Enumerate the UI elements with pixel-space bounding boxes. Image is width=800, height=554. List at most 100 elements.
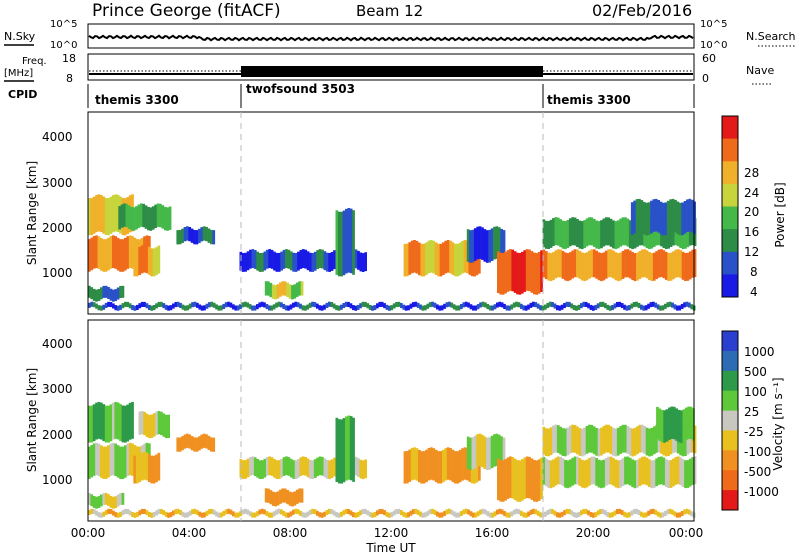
velocity-cell	[407, 512, 410, 518]
velocity-cell	[592, 426, 596, 455]
power-cell	[662, 202, 665, 236]
power-cell	[448, 301, 451, 307]
power-cbar-tick: 16	[744, 225, 759, 239]
power-cell	[541, 305, 545, 311]
velocity-cell	[325, 510, 329, 516]
power-cell	[142, 203, 145, 228]
velocity-ytick: 4000	[42, 337, 73, 351]
power-cell	[440, 305, 444, 311]
power-cell	[568, 252, 572, 281]
velocity-cell	[693, 425, 697, 454]
velocity-cell	[287, 512, 290, 518]
velocity-cell	[618, 508, 622, 514]
velocity-cell	[164, 511, 168, 517]
power-cell	[112, 303, 115, 309]
velocity-cell	[352, 417, 355, 482]
velocity-cell	[277, 460, 281, 479]
power-cell	[652, 252, 656, 281]
velocity-cell	[400, 510, 403, 516]
velocity-cell	[469, 437, 472, 470]
power-cell	[506, 250, 510, 292]
power-cell	[564, 252, 567, 281]
power-cell	[580, 221, 584, 250]
velocity-cell	[263, 509, 266, 515]
power-ylabel: Slant Range [km]	[25, 161, 39, 265]
colorbar-swatch	[722, 390, 738, 412]
power-cell	[673, 304, 677, 310]
power-cell	[491, 305, 494, 311]
cpid-label: CPID	[8, 88, 37, 101]
power-cell	[532, 301, 535, 307]
time-tick: 08:00	[273, 526, 308, 540]
power-cell	[244, 301, 247, 307]
time-tick: 00:00	[71, 526, 106, 540]
velocity-cell	[518, 460, 522, 502]
power-cell	[556, 249, 560, 278]
velocity-cell	[433, 509, 437, 515]
power-cell	[179, 302, 182, 308]
velocity-cell	[431, 508, 434, 514]
velocity-cell	[554, 457, 558, 486]
power-cell	[570, 303, 574, 309]
power-cell	[292, 252, 295, 272]
colorbar-swatch	[722, 274, 738, 298]
power-cell	[102, 196, 106, 234]
power-cell	[530, 251, 534, 293]
velocity-cell	[200, 434, 204, 449]
velocity-cell	[390, 512, 394, 518]
velocity-cell	[486, 511, 490, 517]
velocity-cell	[583, 427, 586, 456]
power-cell	[525, 249, 529, 291]
power-cell	[102, 239, 106, 272]
velocity-cell	[628, 457, 632, 486]
velocity-cell	[160, 411, 163, 436]
power-cell	[136, 304, 139, 310]
power-cell	[690, 304, 694, 310]
power-cell	[556, 305, 559, 311]
velocity-cell	[97, 443, 101, 477]
velocity-cell	[330, 459, 334, 478]
power-cell	[412, 302, 415, 308]
power-cell	[112, 289, 115, 302]
power-cell	[404, 305, 408, 311]
power-cell	[330, 252, 334, 271]
power-cell	[294, 301, 298, 307]
power-cell	[425, 242, 428, 275]
power-cell	[295, 282, 299, 297]
power-cell	[596, 303, 600, 309]
power-cell	[558, 305, 562, 311]
velocity-cell	[594, 512, 598, 518]
nsky-tick-top: 10^5	[50, 19, 77, 30]
velocity-cell	[136, 511, 139, 517]
time-tick: 12:00	[374, 526, 409, 540]
velocity-cell	[272, 511, 276, 517]
velocity-cell	[183, 434, 187, 449]
power-cell	[364, 301, 367, 307]
power-cell	[373, 305, 377, 311]
power-cell	[664, 202, 668, 235]
velocity-cell	[513, 458, 517, 501]
velocity-cell	[672, 406, 676, 440]
power-cell	[253, 250, 257, 269]
velocity-cell	[549, 427, 553, 456]
power-cell	[263, 251, 267, 271]
power-cell	[270, 249, 274, 269]
velocity-cell	[333, 457, 336, 477]
power-ytick: 4000	[42, 130, 73, 144]
power-cell	[577, 304, 581, 310]
velocity-cell	[488, 512, 492, 518]
power-cell	[160, 301, 163, 307]
velocity-cell	[155, 454, 158, 483]
velocity-cell	[162, 510, 166, 516]
velocity-cell	[568, 425, 572, 454]
power-cell	[589, 304, 593, 310]
velocity-cell	[673, 511, 677, 517]
power-cell	[662, 250, 666, 279]
power-cell	[669, 252, 673, 281]
velocity-cell	[164, 414, 168, 439]
power-cell	[407, 305, 410, 311]
power-cell	[614, 221, 618, 250]
velocity-cell	[607, 456, 610, 485]
power-cell	[426, 303, 430, 309]
power-cell	[388, 305, 391, 311]
